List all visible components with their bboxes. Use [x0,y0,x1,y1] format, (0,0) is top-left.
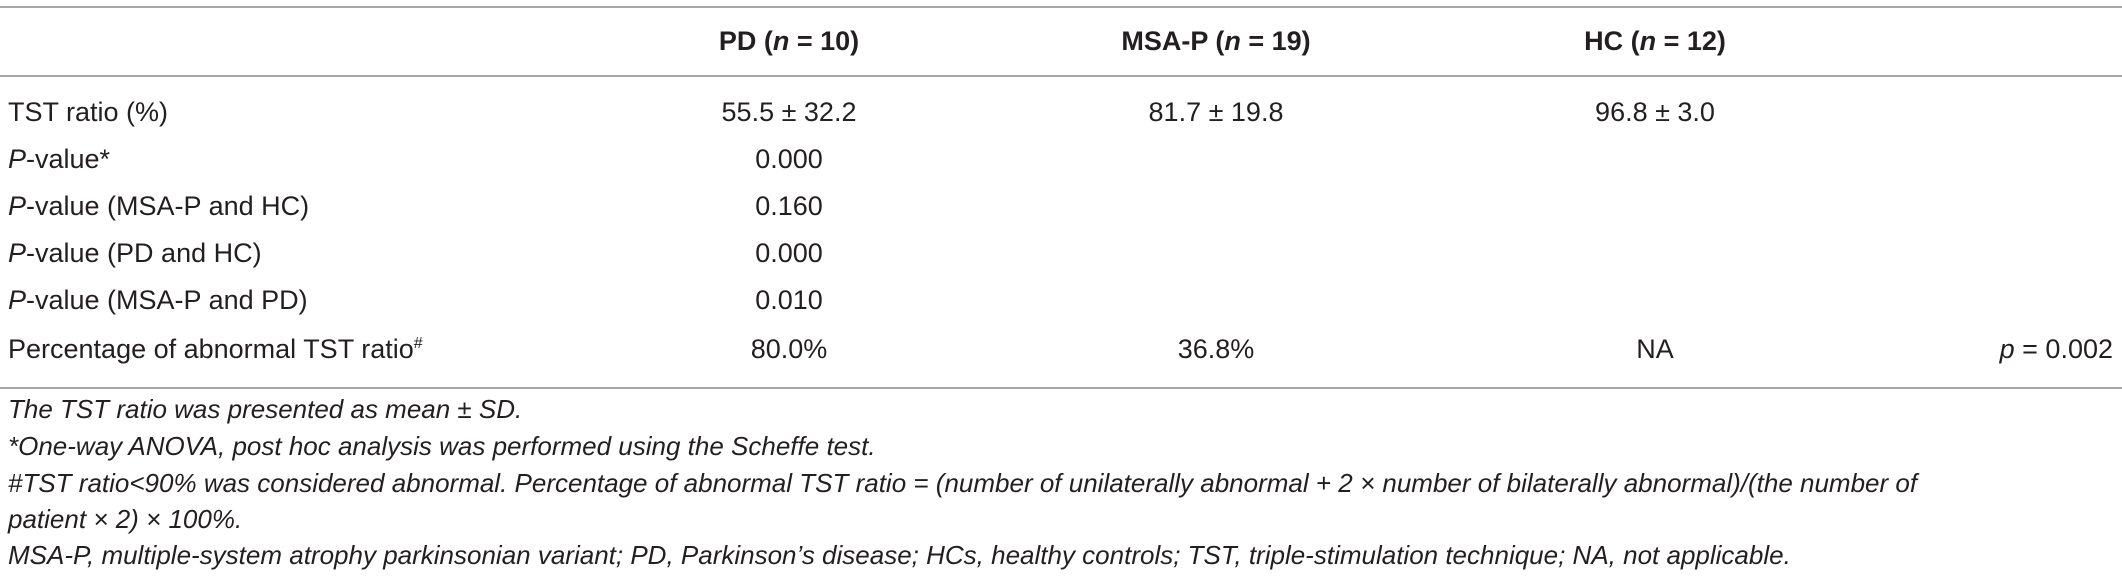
table-bottom-rule [0,387,2122,389]
row-label: P-value* [8,144,111,174]
cell-pd: 0.000 [755,144,823,174]
cell-pd: 80.0% [750,334,828,364]
footnote: The TST ratio was presented as mean ± SD… [8,394,523,424]
header-pd: PD (n = 10) [718,26,860,56]
cell-pd: 0.160 [755,191,823,221]
footnote: #TST ratio<90% was considered abnormal. … [8,468,1918,498]
row-label: P-value (PD and HC) [8,238,262,268]
footnote: *One-way ANOVA, post hoc analysis was pe… [8,431,876,461]
footnote: MSA-P, multiple-system atrophy parkinson… [8,540,1791,570]
cell-hc: NA [1636,334,1674,364]
row-label: TST ratio (%) [8,97,169,127]
cell-pd: 0.010 [755,285,823,315]
row-label: P-value (MSA-P and HC) [8,191,310,221]
row-label: P-value (MSA-P and PD) [8,285,308,315]
footnote: patient × 2) × 100%. [8,504,243,534]
header-rule [0,75,2122,77]
row-label: Percentage of abnormal TST ratio# [8,334,423,364]
table-top-rule [0,6,2122,8]
cell-msap: 81.7 ± 19.8 [1148,97,1284,127]
cell-pd: 0.000 [755,238,823,268]
cell-p: p = 0.002 [1999,334,2113,364]
cell-pd: 55.5 ± 32.2 [721,97,857,127]
header-msap: MSA-P (n = 19) [1121,26,1311,56]
header-hc: HC (n = 12) [1584,26,1726,56]
cell-hc: 96.8 ± 3.0 [1595,97,1715,127]
cell-msap: 36.8% [1177,334,1255,364]
